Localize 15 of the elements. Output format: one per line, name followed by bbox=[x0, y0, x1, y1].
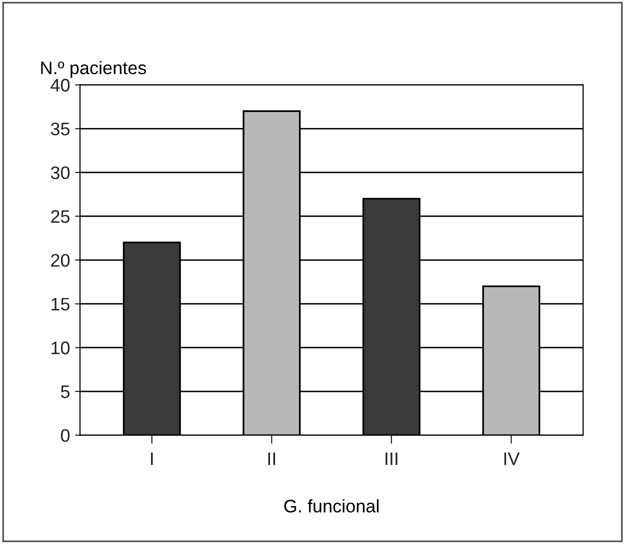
y-tick-label: 25 bbox=[51, 210, 70, 223]
y-tick-label: 15 bbox=[52, 298, 70, 311]
y-tick-label: 5 bbox=[60, 386, 70, 398]
x-tick-label: IV bbox=[504, 452, 520, 465]
x-tick-label: II bbox=[268, 452, 276, 465]
y-tick-label: 0 bbox=[60, 429, 70, 442]
y-axis-title: N.º pacientes bbox=[41, 61, 146, 78]
y-tick-label: 40 bbox=[50, 78, 70, 92]
y-tick-label: 30 bbox=[50, 166, 70, 180]
x-tick-label: III bbox=[386, 452, 398, 465]
x-axis-title: G. funcional bbox=[284, 499, 379, 513]
y-tick-label: 35 bbox=[50, 122, 70, 136]
y-tick-label: 10 bbox=[52, 342, 70, 354]
x-tick-label: I bbox=[151, 452, 153, 465]
y-tick-label: 20 bbox=[51, 254, 70, 267]
